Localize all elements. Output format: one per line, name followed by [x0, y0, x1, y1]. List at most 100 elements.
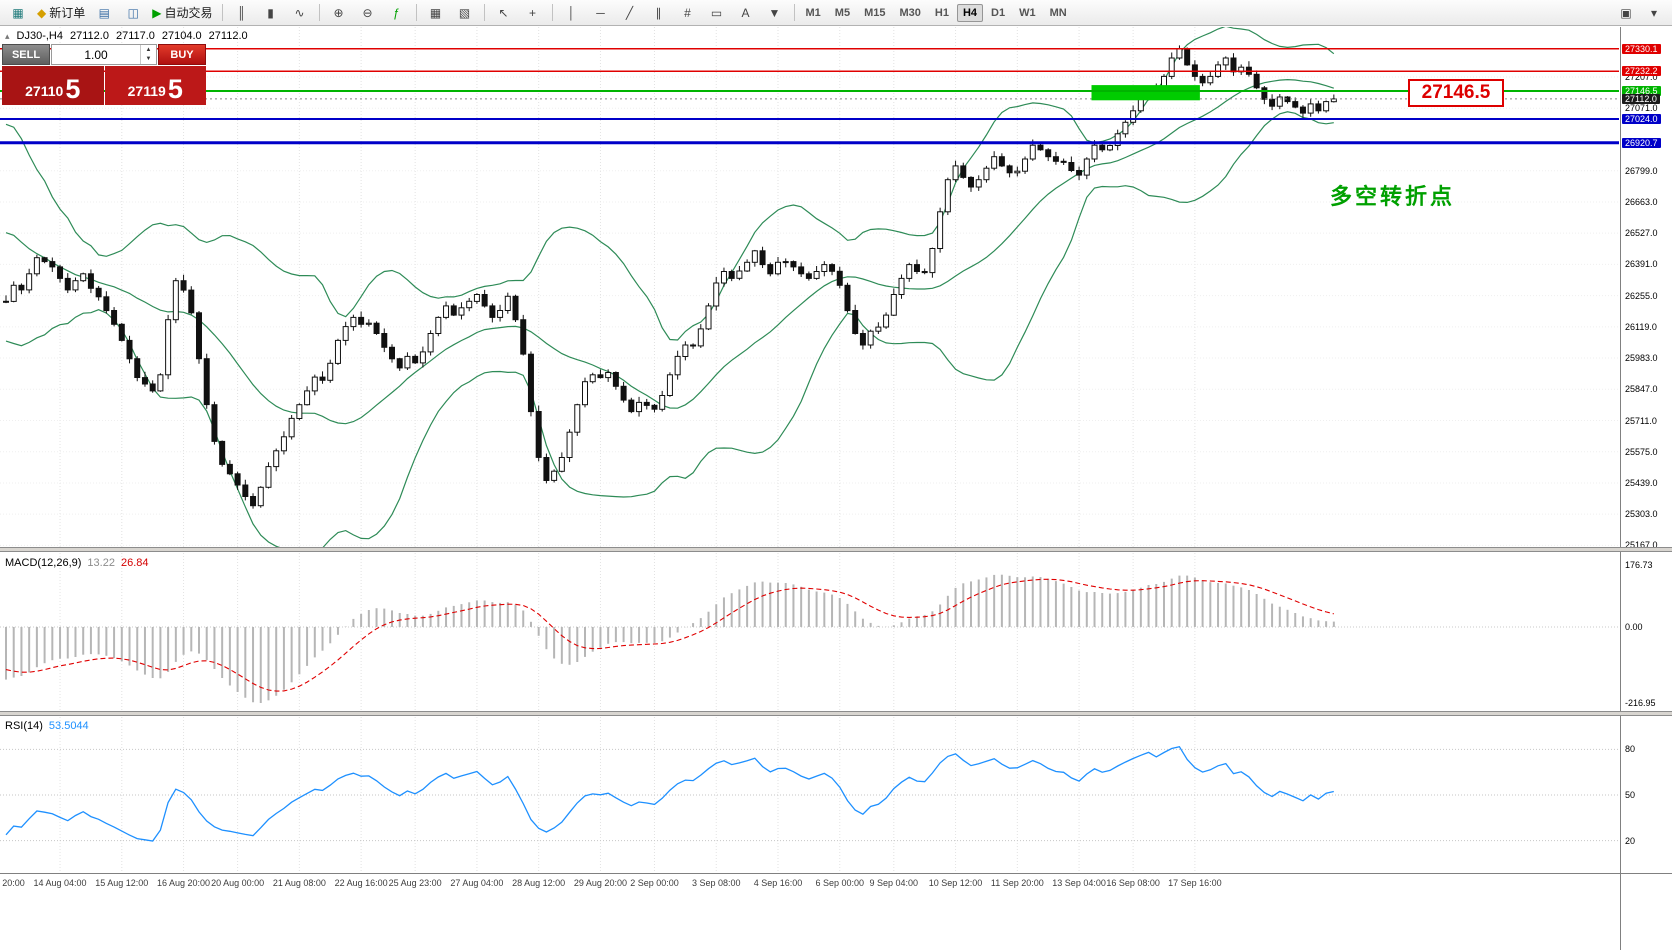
macd-main-value: 13.22	[87, 557, 115, 569]
rsi-indicator-label: RSI(14) 53.5044	[5, 720, 89, 732]
macd-signal-value: 26.84	[120, 557, 149, 569]
price-axis-label: 25847.0	[1625, 384, 1658, 395]
channel-button[interactable]: ∥	[645, 2, 673, 24]
collapse-panel-icon[interactable]: ▴	[5, 30, 10, 41]
timeframe-m30-button[interactable]: M30	[899, 6, 921, 19]
time-axis-label: 29 Aug 20:00	[573, 878, 627, 888]
volume-box: ▲ ▼	[51, 44, 157, 65]
level-price-label: 27232.2	[1622, 66, 1661, 77]
horizontal-line-button[interactable]: ─	[587, 2, 615, 24]
shapes-icon: ▭	[710, 5, 723, 20]
new-order-button[interactable]: ◆ 新订单	[33, 2, 89, 24]
rsi-axis-label: 80	[1625, 744, 1636, 755]
toolbar-right-group: ▣ ▾	[1612, 2, 1668, 24]
rsi-pane	[0, 745, 1619, 842]
terminal-icon-icon: ▦	[12, 5, 24, 20]
tile-windows-icon: ▦	[429, 5, 442, 20]
price-axis-label: 25711.0	[1625, 415, 1657, 426]
price-axis-label: 25167.0	[1625, 540, 1658, 551]
sell-price-box[interactable]: 27110 5	[2, 66, 104, 105]
line-chart-button[interactable]: ∿	[286, 2, 314, 24]
terminal-icon[interactable]: ▦	[4, 2, 32, 24]
candlestick-chart-button[interactable]: ▮	[257, 2, 285, 24]
toolbar-separator	[551, 4, 553, 21]
time-axis-separator	[0, 873, 1672, 874]
autotrading-icon: ▶	[152, 5, 162, 20]
buy-price-box[interactable]: 27119 5	[104, 66, 206, 105]
new-order-icon: ◆	[37, 5, 47, 20]
pane-separator-main-macd[interactable]	[0, 547, 1672, 552]
chinese-note-text[interactable]: 多空转折点	[1330, 184, 1456, 209]
time-axis-label: 14 Aug 04:00	[33, 878, 87, 888]
rectangle-annotation[interactable]	[1091, 85, 1200, 101]
time-axis-label: 22 Aug 16:00	[334, 878, 388, 888]
timeframe-m5-button[interactable]: M5	[834, 6, 851, 19]
price-axis-label: 26799.0	[1625, 165, 1658, 176]
auto-scroll-button[interactable]: ▧	[451, 2, 479, 24]
sell-button[interactable]: SELL	[2, 44, 50, 65]
tile-windows-button[interactable]: ▦	[422, 2, 450, 24]
buy-button[interactable]: BUY	[158, 44, 206, 65]
autotrading-button[interactable]: ▶ 自动交易	[148, 2, 216, 24]
time-axis-label: 6 Sep 00:00	[815, 878, 865, 888]
timeframe-w1-button[interactable]: W1	[1019, 6, 1036, 19]
bar-chart-button[interactable]: ║	[228, 2, 256, 24]
trendline-button[interactable]: ╱	[616, 2, 644, 24]
candlesticks	[3, 45, 1337, 509]
auto-scroll-icon: ▧	[458, 5, 471, 20]
time-axis-label: 11 Sep 20:00	[990, 878, 1044, 888]
timeframe-mn-button[interactable]: MN	[1049, 6, 1067, 19]
profiles-icon: ◫	[127, 5, 139, 20]
volume-input[interactable]	[52, 45, 140, 64]
crosshair-button[interactable]: +	[519, 2, 547, 24]
time-axis-label: 2 Sep 00:00	[630, 878, 679, 888]
volume-stepper[interactable]: ▲ ▼	[140, 45, 156, 64]
fibonacci-button[interactable]: #	[674, 2, 702, 24]
toolbar-button-group: ▦ ◆ 新订单 ▤ ◫ ▶ 自动交易 ║ ▮ ∿ ⊕ ⊖ ƒ ▦ ▧ ↖ + │ ─ ╱ ∥ # ▭ A ▼	[4, 2, 799, 24]
current-price-label: 27112.0	[1622, 93, 1660, 104]
price-chart-canvas[interactable]	[0, 27, 1672, 950]
dock-button[interactable]: ▣	[1612, 2, 1640, 24]
vertical-line-button[interactable]: │	[558, 2, 586, 24]
cursor-button[interactable]: ↖	[490, 2, 518, 24]
level-lines[interactable]	[0, 48, 1619, 145]
macd-indicator-label: MACD(12,26,9) 13.22 26.84	[5, 557, 148, 569]
price-axis[interactable]: 27207.0 27071.0 26799.0 26663.0 26527.0 26391…	[1620, 27, 1672, 950]
rsi-value: 53.5044	[48, 720, 89, 732]
time-axis-label: 15 Aug 12:00	[95, 878, 149, 888]
level-price-label: 27330.1	[1622, 43, 1661, 54]
timeframe-m15-button[interactable]: M15	[864, 6, 886, 19]
price-callout-label[interactable]: 27146.5	[1408, 79, 1504, 107]
time-axis-label: 4 Sep 16:00	[753, 878, 803, 888]
vertical-line-icon: │	[567, 5, 576, 20]
timeframe-m1-button[interactable]: M1	[805, 6, 821, 19]
time-axis-label: 25 Aug 23:00	[388, 878, 442, 888]
pane-separator-macd-rsi[interactable]	[0, 711, 1672, 716]
charts-button[interactable]: ▤	[90, 2, 118, 24]
arrow-tools-button[interactable]: ▼	[761, 2, 789, 24]
rsi-axis-label: 50	[1625, 790, 1636, 800]
shapes-button[interactable]: ▭	[703, 2, 731, 24]
timeframe-h4-button[interactable]: H4	[956, 3, 983, 22]
more-tools-button[interactable]: ▾	[1640, 2, 1668, 24]
time-axis-label: 10 Sep 12:00	[928, 878, 983, 888]
timeframe-d1-button[interactable]: D1	[991, 6, 1006, 19]
autotrading-button-label: 自动交易	[164, 6, 213, 20]
price-axis-label: 25983.0	[1625, 353, 1658, 364]
time-axis-label: 3 Sep 08:00	[691, 878, 741, 888]
profiles-button[interactable]: ◫	[119, 2, 147, 24]
main-toolbar: ▦ ◆ 新订单 ▤ ◫ ▶ 自动交易 ║ ▮ ∿ ⊕ ⊖ ƒ ▦ ▧ ↖ + │ ─ ╱ ∥ # ▭ A ▼ M1 M5 M15 M3…	[0, 0, 1672, 26]
trendline-icon: ╱	[625, 5, 634, 20]
timeframe-group: M1 M5 M15 M30 H1 H4 D1 W1 MN	[799, 3, 1074, 22]
zoom-out-button[interactable]: ⊖	[354, 2, 382, 24]
text-button[interactable]: A	[732, 2, 760, 24]
indicators-button[interactable]: ƒ	[383, 2, 411, 24]
rsi-name: RSI(14)	[5, 720, 43, 732]
rsi-axis-label: 20	[1625, 835, 1636, 846]
volume-down-icon[interactable]: ▼	[145, 56, 152, 63]
price-axis-label: 26119.0	[1625, 321, 1657, 332]
zoom-in-button[interactable]: ⊕	[325, 2, 353, 24]
volume-up-icon[interactable]: ▲	[145, 46, 152, 53]
timeframe-h1-button[interactable]: H1	[934, 6, 949, 19]
price-axis-label: 25303.0	[1625, 509, 1658, 520]
